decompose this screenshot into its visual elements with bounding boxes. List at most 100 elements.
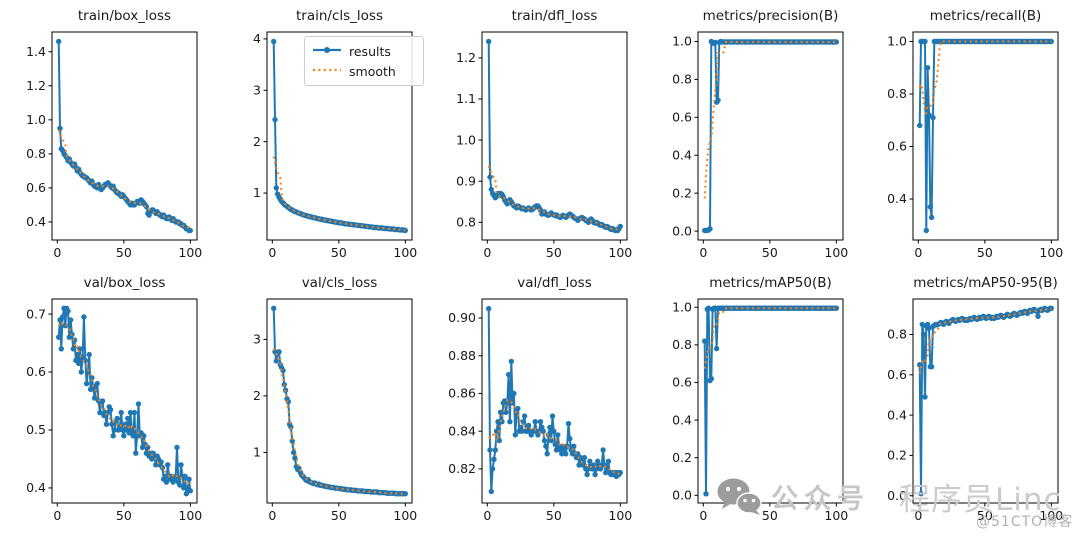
svg-text:0.4: 0.4 [887, 191, 907, 206]
svg-text:0.2: 0.2 [887, 448, 907, 463]
svg-text:0.8: 0.8 [887, 86, 907, 101]
svg-text:0.6: 0.6 [887, 139, 907, 154]
legend: results smooth [304, 36, 424, 86]
legend-label-results: results [349, 43, 391, 59]
svg-text:0.82: 0.82 [448, 461, 476, 476]
svg-text:1.0: 1.0 [672, 299, 692, 314]
subplot-metrics-map50-95: 0 50 100 0.0 0.2 0.4 0.6 0.8 metrics/mAP50-95(B… [863, 269, 1070, 535]
plot-title: metrics/recall(B) [929, 8, 1042, 24]
plot-title: val/dfl_loss [517, 275, 592, 291]
subplot-val-cls-loss: 0 50 100 1 2 3 val/cls_loss [217, 269, 424, 535]
svg-text:0: 0 [268, 245, 276, 260]
svg-text:50: 50 [331, 508, 347, 523]
svg-text:50: 50 [762, 508, 778, 523]
subplot-metrics-map50: 0 50 100 0.0 0.2 0.4 0.6 0.8 1.0 metrics/mAP50(B… [648, 269, 855, 535]
subplot-metrics-recall: 0 50 100 0.4 0.6 0.8 1.0 metrics/recall(B) [863, 2, 1070, 272]
legend-label-smooth: smooth [349, 63, 396, 79]
svg-text:1.2: 1.2 [26, 78, 46, 93]
subplot-train-cls-loss: 0 50 100 1 2 3 4 train/cls_loss [217, 2, 424, 272]
plot-title: metrics/precision(B) [702, 8, 839, 24]
svg-text:0: 0 [53, 245, 61, 260]
svg-text:3: 3 [253, 332, 261, 347]
plot-canvas: 0 50 100 0.4 0.6 0.8 1.0 1.2 1.4 [26, 31, 202, 260]
svg-text:0: 0 [914, 245, 922, 260]
svg-text:100: 100 [608, 508, 632, 523]
svg-text:100: 100 [393, 245, 417, 260]
svg-text:0.6: 0.6 [887, 367, 907, 382]
svg-text:0.6: 0.6 [26, 364, 46, 379]
svg-text:100: 100 [824, 508, 848, 523]
svg-text:100: 100 [178, 245, 202, 260]
svg-text:100: 100 [608, 245, 632, 260]
svg-text:0.4: 0.4 [26, 480, 46, 495]
svg-text:0.6: 0.6 [26, 180, 46, 195]
svg-text:100: 100 [1039, 245, 1063, 260]
svg-text:100: 100 [178, 508, 202, 523]
plot-canvas: 0 50 100 0.0 0.2 0.4 0.6 0.8 1.0 [672, 31, 848, 260]
plot-canvas: 0 50 100 1 2 3 [253, 298, 417, 523]
svg-text:0: 0 [699, 245, 707, 260]
svg-text:1.0: 1.0 [26, 112, 46, 127]
svg-text:1.4: 1.4 [26, 44, 46, 59]
smooth-line-sample [312, 64, 342, 79]
svg-text:0.8: 0.8 [672, 72, 692, 87]
svg-text:0.0: 0.0 [887, 488, 907, 503]
svg-text:2: 2 [253, 388, 261, 403]
svg-text:0.4: 0.4 [672, 147, 692, 162]
plot-canvas: 0 50 100 0.8 0.9 1.0 1.1 1.2 [456, 31, 632, 260]
svg-text:50: 50 [977, 245, 993, 260]
svg-text:0.0: 0.0 [672, 487, 692, 502]
svg-text:0.9: 0.9 [456, 173, 476, 188]
plot-canvas: 0 50 100 0.0 0.2 0.4 0.6 0.8 [887, 298, 1063, 523]
svg-text:50: 50 [331, 245, 347, 260]
wechat-icon [717, 478, 762, 515]
svg-text:0: 0 [483, 245, 491, 260]
plot-canvas: 0 50 100 0.4 0.6 0.8 1.0 [887, 31, 1063, 260]
svg-text:50: 50 [762, 245, 778, 260]
plot-title: metrics/mAP50(B) [709, 275, 832, 291]
svg-text:0.2: 0.2 [672, 185, 692, 200]
svg-text:0: 0 [699, 508, 707, 523]
svg-text:0: 0 [483, 508, 491, 523]
svg-text:0.88: 0.88 [448, 348, 476, 363]
plot-title: train/box_loss [77, 8, 172, 24]
svg-text:4: 4 [253, 31, 261, 46]
svg-text:100: 100 [393, 508, 417, 523]
svg-text:1.2: 1.2 [456, 50, 476, 65]
subplot-val-dfl-loss: 0 50 100 0.82 0.84 0.86 0.88 0.90 val/dfl_loss [432, 269, 639, 535]
subplot-train-dfl-loss: 0 50 100 0.8 0.9 1.0 1.1 1.2 train/dfl_loss [432, 2, 639, 272]
svg-text:100: 100 [824, 245, 848, 260]
subplot-train-box-loss: 0 50 100 0.4 0.6 0.8 1.0 1.2 1.4 train/box_loss [2, 2, 209, 272]
svg-text:0.6: 0.6 [672, 110, 692, 125]
results-line-sample [312, 44, 342, 59]
svg-text:0.90: 0.90 [448, 310, 476, 325]
svg-text:0.4: 0.4 [887, 407, 907, 422]
svg-text:0.84: 0.84 [448, 423, 476, 438]
author-watermark: 程序员Linc [899, 482, 1062, 518]
svg-text:1.0: 1.0 [456, 132, 476, 147]
svg-text:50: 50 [546, 508, 562, 523]
svg-text:0.7: 0.7 [26, 306, 46, 321]
plot-canvas: 0 50 100 0.0 0.2 0.4 0.6 0.8 1.0 [672, 298, 848, 523]
subplot-metrics-precision: 0 50 100 0.0 0.2 0.4 0.6 0.8 1.0 metrics/precisi… [648, 2, 855, 272]
plot-title: train/dfl_loss [511, 8, 598, 24]
svg-text:0.8: 0.8 [26, 146, 46, 161]
svg-text:0.0: 0.0 [672, 223, 692, 238]
svg-text:0: 0 [268, 508, 276, 523]
svg-text:0.4: 0.4 [26, 214, 46, 229]
svg-text:0.8: 0.8 [887, 327, 907, 342]
svg-text:50: 50 [977, 508, 993, 523]
svg-text:1.0: 1.0 [672, 34, 692, 49]
svg-text:1: 1 [253, 185, 261, 200]
svg-text:2: 2 [253, 134, 261, 149]
svg-text:1.1: 1.1 [456, 91, 476, 106]
svg-text:3: 3 [253, 82, 261, 97]
svg-text:0.4: 0.4 [672, 412, 692, 427]
svg-text:1: 1 [253, 445, 261, 460]
svg-text:0.86: 0.86 [448, 386, 476, 401]
site-watermark: @51CTO博客 [976, 514, 1074, 530]
legend-entry-results: results [312, 41, 416, 61]
svg-text:50: 50 [116, 508, 132, 523]
plot-canvas: 0 50 100 1 2 3 4 [253, 31, 417, 260]
